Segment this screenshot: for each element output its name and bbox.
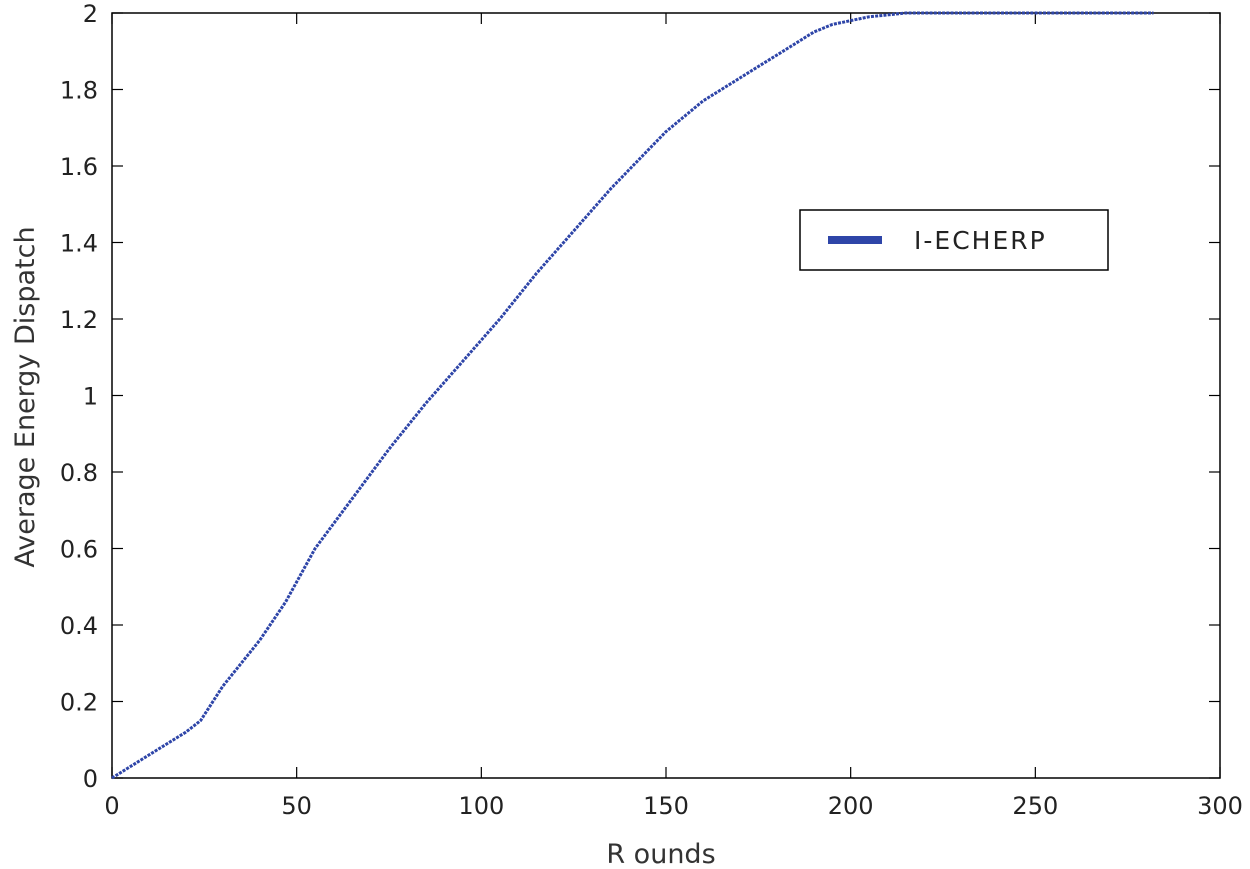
- plot-frame: [111, 12, 1221, 779]
- x-tick-label: 300: [1197, 792, 1243, 820]
- x-tick-label: 50: [281, 792, 312, 820]
- y-tick-label: 0.4: [60, 612, 98, 640]
- y-tick-label: 0.2: [60, 689, 98, 717]
- y-axis-label: Average Energy Dispatch: [10, 226, 41, 567]
- y-tick-label: 1.8: [60, 77, 98, 105]
- x-tick-label: 100: [458, 792, 504, 820]
- axis-ticks: 0 50 100 150 200 250 300 0 0.2 0.4 0.6 0.8 1 1.2 1.4 1.…: [60, 0, 1243, 820]
- x-tick-label: 200: [828, 792, 874, 820]
- y-tick-label: 0.8: [60, 459, 98, 487]
- x-tick-label: 0: [104, 792, 119, 820]
- legend: I-ECHERP: [799, 209, 1109, 271]
- x-tick-label: 250: [1012, 792, 1058, 820]
- series-layer: [111, 11, 1154, 780]
- legend-label: I-ECHERP: [914, 226, 1047, 255]
- series-line-i-echerp: [111, 11, 1154, 780]
- plot-area-border: [111, 12, 1221, 779]
- y-tick-label: 1.4: [60, 230, 98, 258]
- y-tick-label: 1: [83, 383, 98, 411]
- y-tick-label: 1.6: [60, 153, 98, 181]
- y-tick-label: 2: [83, 0, 98, 28]
- x-tick-label: 150: [643, 792, 689, 820]
- y-tick-label: 0: [83, 765, 98, 793]
- y-tick-label: 0.6: [60, 536, 98, 564]
- y-tick-label: 1.2: [60, 306, 98, 334]
- x-axis-label: R ounds: [606, 839, 715, 869]
